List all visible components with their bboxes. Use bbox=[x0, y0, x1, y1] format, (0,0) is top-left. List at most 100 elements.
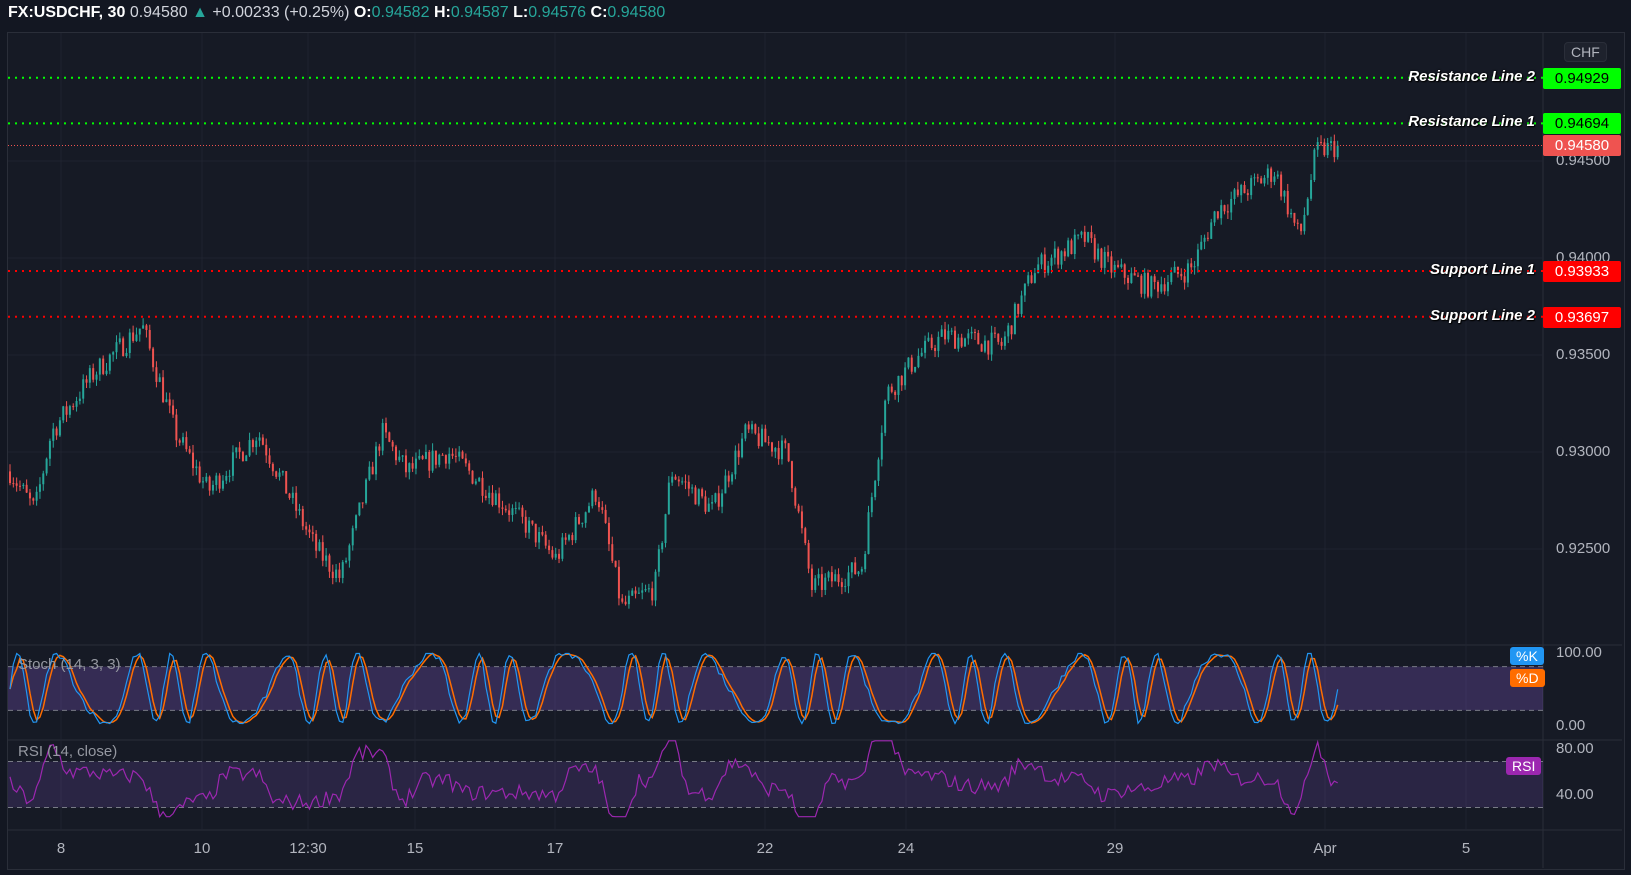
candle-body bbox=[747, 424, 750, 430]
candle-body bbox=[780, 440, 783, 460]
candle-body bbox=[1320, 142, 1323, 144]
candle-body bbox=[1137, 275, 1140, 277]
candle-body bbox=[990, 332, 993, 355]
candle-body bbox=[1276, 174, 1279, 177]
candle-body bbox=[1266, 168, 1269, 178]
line-label[interactable]: Support Line 1 bbox=[1430, 260, 1535, 278]
candle-body bbox=[857, 571, 860, 575]
candle-body bbox=[335, 569, 338, 579]
candle-body bbox=[92, 368, 95, 380]
candle-body bbox=[681, 481, 684, 483]
candle-body bbox=[358, 502, 361, 516]
high-label: H: bbox=[433, 4, 451, 21]
candle-body bbox=[1203, 237, 1206, 242]
candle-body bbox=[797, 505, 800, 512]
line-label[interactable]: Resistance Line 1 bbox=[1408, 113, 1535, 131]
candle-body bbox=[468, 463, 471, 471]
candle-body bbox=[810, 568, 813, 590]
candle-body bbox=[940, 329, 943, 337]
candle-body bbox=[1260, 178, 1263, 184]
candle-body bbox=[1097, 248, 1100, 260]
candle-body bbox=[25, 484, 28, 493]
candle-body bbox=[1130, 273, 1133, 283]
candle-body bbox=[1017, 303, 1020, 314]
candle-body bbox=[917, 355, 920, 367]
candle-body bbox=[531, 520, 534, 524]
candle-body bbox=[551, 550, 554, 558]
candle-body bbox=[1213, 211, 1216, 223]
candle-body bbox=[927, 337, 930, 341]
candle-body bbox=[201, 481, 204, 483]
candle-body bbox=[837, 574, 840, 583]
candle-body bbox=[584, 512, 587, 523]
candle-body bbox=[381, 423, 384, 451]
candle-body bbox=[597, 501, 600, 508]
candle-body bbox=[135, 334, 138, 341]
candle-body bbox=[947, 330, 950, 340]
candle-body bbox=[973, 331, 976, 333]
candle-body bbox=[1000, 341, 1003, 346]
candle-body bbox=[1333, 141, 1336, 158]
candle-body bbox=[68, 406, 71, 415]
candle-body bbox=[1336, 145, 1339, 158]
candle-body bbox=[22, 484, 25, 487]
candle-body bbox=[717, 493, 720, 507]
candle-body bbox=[751, 424, 754, 430]
line-label[interactable]: Support Line 2 bbox=[1430, 306, 1535, 324]
candle-body bbox=[711, 502, 714, 504]
candle-body bbox=[278, 472, 281, 477]
candle-body bbox=[817, 574, 820, 579]
candle-body bbox=[1223, 205, 1226, 212]
candle-body bbox=[132, 332, 135, 341]
candle-body bbox=[558, 553, 561, 559]
candle-body bbox=[128, 332, 131, 353]
stoch-legend[interactable]: Stoch (14, 3, 3) bbox=[18, 656, 121, 673]
candle-body bbox=[318, 542, 321, 551]
candle-body bbox=[854, 562, 857, 575]
candle-body bbox=[55, 428, 58, 436]
candle-body bbox=[408, 463, 411, 473]
candle-body bbox=[235, 447, 238, 453]
candle-body bbox=[714, 493, 717, 503]
candle-body bbox=[1163, 284, 1166, 292]
candle-body bbox=[827, 572, 830, 578]
symbol[interactable]: FX:USDCHF, 30 bbox=[8, 4, 126, 21]
candle-body bbox=[1010, 325, 1013, 335]
close-label: C: bbox=[590, 4, 608, 21]
chart-frame[interactable] bbox=[7, 32, 1625, 870]
candle-body bbox=[724, 475, 727, 494]
candle-body bbox=[275, 471, 278, 477]
candle-body bbox=[561, 537, 564, 559]
candle-body bbox=[514, 508, 517, 510]
candle-body bbox=[305, 526, 308, 530]
candle-body bbox=[1243, 185, 1246, 194]
candle-body bbox=[524, 516, 527, 533]
candle-body bbox=[993, 332, 996, 334]
candle-body bbox=[907, 357, 910, 368]
candle-body bbox=[867, 512, 870, 555]
candle-body bbox=[301, 509, 304, 527]
candle-body bbox=[578, 517, 581, 524]
candle-body bbox=[894, 391, 897, 395]
candle-body bbox=[1150, 276, 1153, 297]
candle-body bbox=[934, 348, 937, 351]
candle-body bbox=[1093, 238, 1096, 260]
candle-body bbox=[421, 456, 424, 459]
candle-body bbox=[910, 357, 913, 372]
candle-body bbox=[48, 440, 51, 459]
rsi-legend[interactable]: RSI (14, close) bbox=[18, 743, 118, 760]
candle-body bbox=[241, 451, 244, 462]
time-label: 17 bbox=[546, 840, 564, 857]
candle-body bbox=[568, 535, 571, 540]
candle-body bbox=[631, 590, 634, 596]
candle-body bbox=[138, 328, 141, 335]
currency-button[interactable]: CHF bbox=[1564, 42, 1607, 62]
candle-body bbox=[897, 375, 900, 395]
stoch-d-line bbox=[9, 652, 1339, 724]
current-price-tag: 0.94580 bbox=[1543, 135, 1621, 157]
candle-body bbox=[168, 399, 171, 406]
line-label[interactable]: Resistance Line 2 bbox=[1408, 67, 1535, 85]
candle-body bbox=[1090, 232, 1093, 239]
time-label: Apr bbox=[1313, 840, 1337, 857]
